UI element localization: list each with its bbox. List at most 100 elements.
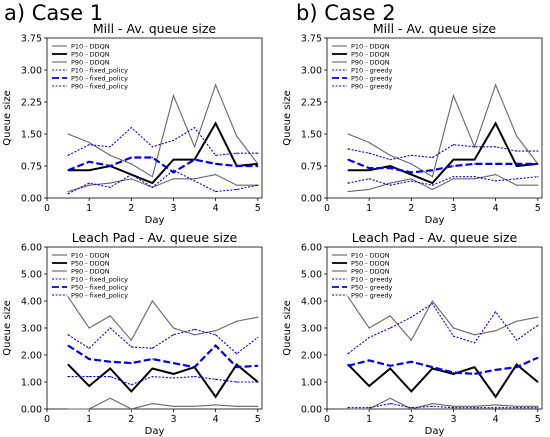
data-point: [88, 182, 90, 184]
data-point: [67, 363, 69, 366]
data-point: [431, 156, 433, 159]
data-point: [172, 377, 175, 379]
data-point: [215, 396, 217, 398]
data-point: [389, 182, 391, 184]
y-tick-label: 1.00: [21, 377, 42, 388]
data-point: [151, 347, 153, 349]
y-tick-label: 3.75: [301, 33, 322, 44]
data-point: [151, 367, 153, 370]
data-point: [537, 150, 539, 152]
data-point: [410, 316, 412, 318]
data-point: [495, 84, 497, 86]
legend-entry: P50 - greedy: [351, 283, 392, 291]
data-point: [495, 122, 497, 124]
y-tick-label: 3.00: [301, 323, 322, 334]
data-point: [88, 358, 90, 360]
y-tick-label: 0.00: [21, 404, 42, 415]
data-point: [130, 178, 132, 180]
data-point: [130, 362, 132, 364]
data-point: [109, 186, 111, 188]
series-line-5: [67, 343, 258, 369]
data-point: [410, 163, 412, 165]
data-point: [172, 178, 175, 180]
data-point: [347, 191, 349, 193]
series-line-2: [68, 121, 258, 185]
x-axis-label: Day: [425, 426, 445, 437]
data-point: [130, 390, 132, 393]
legend-entry: P50 - DDQN: [351, 50, 390, 58]
data-point: [495, 173, 497, 176]
data-point: [130, 384, 132, 386]
data-point: [236, 353, 238, 355]
data-point: [67, 133, 69, 135]
data-point: [347, 182, 349, 184]
data-point: [193, 405, 196, 407]
x-tick-label: 5: [255, 203, 261, 214]
legend-entry: P10 - fixed_policy: [71, 275, 128, 283]
data-point: [109, 182, 111, 184]
data-point: [431, 303, 433, 305]
data-point: [516, 165, 518, 167]
data-point: [257, 316, 259, 318]
data-point: [537, 184, 539, 186]
y-tick-label: 2.00: [21, 350, 42, 361]
data-point: [516, 178, 518, 180]
data-point: [368, 408, 370, 410]
data-point: [368, 167, 370, 169]
data-point: [215, 334, 217, 336]
data-point: [236, 320, 238, 322]
data-point: [368, 141, 370, 144]
data-point: [67, 193, 69, 195]
data-point: [368, 327, 370, 329]
data-point: [130, 127, 132, 129]
case-label-b: b) Case 2: [296, 1, 396, 25]
data-point: [452, 95, 455, 97]
data-point: [431, 366, 433, 368]
data-point: [537, 176, 539, 178]
data-point: [151, 156, 153, 159]
y-tick-label: 3.00: [301, 65, 322, 76]
data-point: [537, 407, 539, 409]
data-point: [516, 339, 518, 341]
data-point: [495, 163, 497, 165]
data-point: [537, 316, 539, 318]
data-point: [215, 404, 217, 406]
y-tick-label: 4.00: [301, 296, 322, 307]
data-point: [495, 311, 497, 313]
x-axis-label: Day: [145, 215, 165, 226]
data-point: [215, 154, 217, 156]
data-point: [193, 127, 196, 129]
data-point: [67, 408, 69, 410]
data-point: [151, 403, 153, 405]
data-point: [109, 361, 111, 363]
data-point: [67, 191, 69, 193]
chart-title: Mill - Av. queue size: [373, 21, 497, 36]
data-point: [516, 366, 518, 368]
data-point: [473, 176, 476, 178]
legend-entry: P50 - fixed_policy: [71, 283, 128, 291]
data-point: [452, 407, 455, 409]
data-point: [236, 363, 238, 366]
x-tick-label: 4: [213, 203, 219, 214]
chart-title: Leach Pad - Av. queue size: [72, 230, 238, 245]
data-point: [410, 173, 412, 176]
data-point: [172, 362, 175, 364]
series-line-3: [347, 83, 539, 178]
y-tick-label: 3.00: [21, 65, 42, 76]
data-point: [473, 178, 476, 180]
x-tick-label: 5: [255, 414, 261, 425]
data-point: [193, 334, 196, 336]
data-point: [389, 159, 391, 161]
legend-entry: P90 - DDQN: [351, 58, 390, 66]
data-point: [215, 173, 217, 176]
chart-title: Leach Pad - Av. queue size: [352, 230, 518, 245]
data-point: [172, 327, 175, 329]
chart-title: Mill - Av. queue size: [93, 21, 217, 36]
data-point: [537, 163, 539, 165]
data-point: [537, 357, 539, 359]
data-point: [193, 328, 196, 330]
data-point: [236, 405, 238, 407]
data-point: [193, 366, 196, 368]
x-tick-label: 5: [535, 414, 541, 425]
data-point: [516, 184, 518, 186]
